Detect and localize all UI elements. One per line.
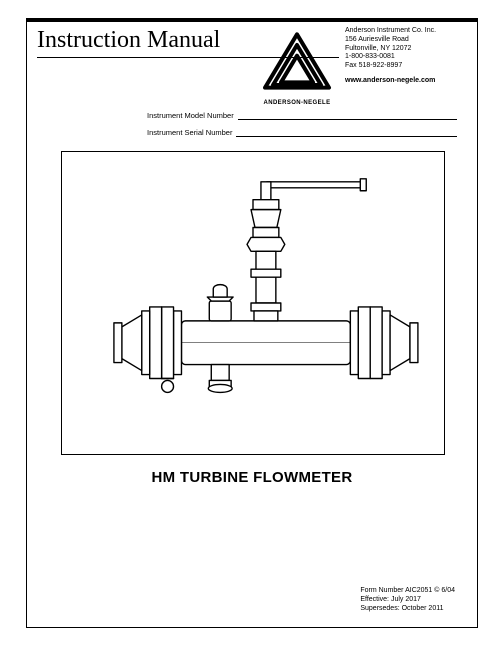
company-addr1: 156 Auriesville Road bbox=[345, 36, 475, 45]
serial-number-line bbox=[236, 129, 457, 137]
page-frame: Instruction Manual ANDERSON-NEGELE Ander… bbox=[26, 18, 478, 628]
model-number-row: Instrument Model Number bbox=[147, 111, 457, 120]
anderson-negele-logo-icon bbox=[257, 29, 337, 93]
company-phone: 1-800-833-0081 bbox=[345, 53, 475, 62]
product-figure-frame bbox=[61, 151, 445, 455]
footer-effective: Effective: July 2017 bbox=[360, 595, 455, 604]
company-website: www.anderson-negele.com bbox=[345, 77, 475, 86]
flowmeter-illustration-icon bbox=[62, 152, 444, 454]
model-number-label: Instrument Model Number bbox=[147, 111, 238, 120]
document-title: Instruction Manual bbox=[37, 27, 220, 54]
top-rule bbox=[27, 19, 477, 22]
footer-supersedes: Supersedes: October 2011 bbox=[360, 604, 455, 613]
serial-number-row: Instrument Serial Number bbox=[147, 128, 457, 137]
logo-block: ANDERSON-NEGELE bbox=[257, 29, 337, 106]
serial-number-label: Instrument Serial Number bbox=[147, 128, 236, 137]
model-number-line bbox=[238, 112, 457, 120]
product-title: HM TURBINE FLOWMETER bbox=[27, 469, 477, 486]
company-addr2: Fultonville, NY 12072 bbox=[345, 45, 475, 54]
footer-block: Form Number AIC2051 © 6/04 Effective: Ju… bbox=[360, 586, 455, 613]
company-address-block: Anderson Instrument Co. Inc. 156 Auriesv… bbox=[345, 27, 475, 86]
footer-form-number: Form Number AIC2051 © 6/04 bbox=[360, 586, 455, 595]
company-fax: Fax 518-922-8997 bbox=[345, 62, 475, 71]
company-name: Anderson Instrument Co. Inc. bbox=[345, 27, 475, 36]
logo-caption: ANDERSON-NEGELE bbox=[257, 100, 337, 106]
instrument-fields: Instrument Model Number Instrument Seria… bbox=[147, 111, 457, 145]
